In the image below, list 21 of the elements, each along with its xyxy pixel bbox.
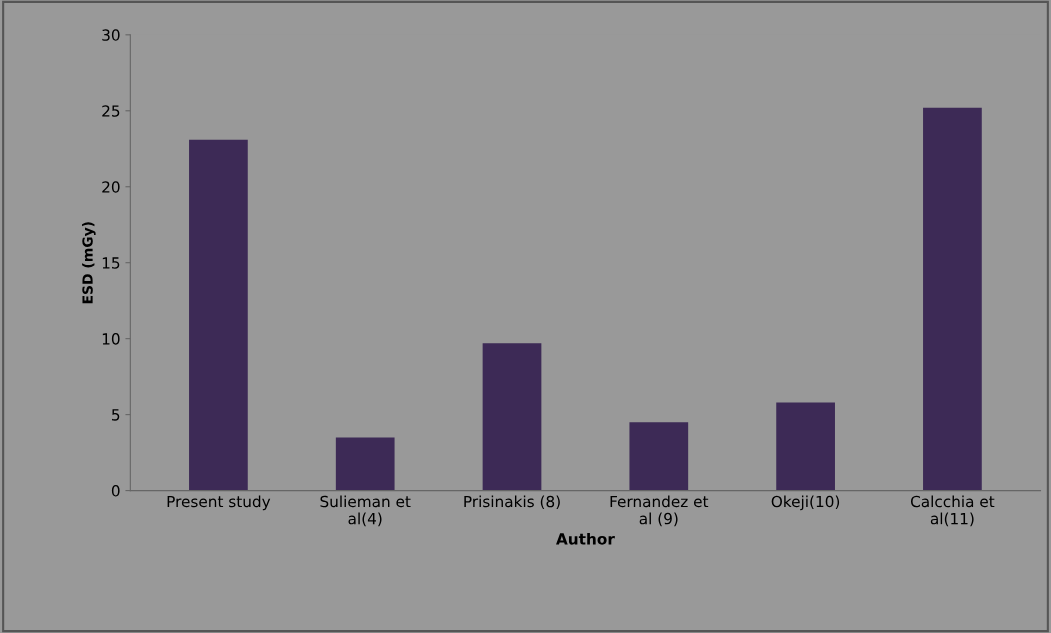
bar bbox=[923, 107, 982, 491]
x-tick-label: Fernandez et al (9) bbox=[610, 495, 709, 527]
x-tick-label: Prisinakis (8) bbox=[464, 495, 560, 510]
x-tick-label: Calcchia et al(11) bbox=[910, 495, 995, 527]
y-tick-label: 0 bbox=[111, 485, 120, 497]
y-tick-label: 15 bbox=[102, 257, 120, 269]
y-tick-label: 20 bbox=[102, 181, 120, 193]
x-axis-title: Author bbox=[556, 532, 615, 545]
y-tick-label: 25 bbox=[102, 105, 120, 117]
bar bbox=[335, 437, 395, 491]
y-axis-title: ESD (mGy) bbox=[82, 222, 96, 304]
y-tick-label: 30 bbox=[102, 29, 120, 41]
bar bbox=[189, 139, 248, 491]
y-tick-label: 10 bbox=[102, 333, 120, 345]
x-tick-label: Present study bbox=[167, 495, 271, 511]
x-tick-label: Sulieman et al(4) bbox=[320, 495, 411, 527]
bar bbox=[629, 422, 689, 491]
y-tick-label: 5 bbox=[112, 409, 120, 421]
bar bbox=[776, 402, 835, 491]
x-tick-label: Okeji(10) bbox=[771, 495, 840, 511]
bar bbox=[482, 343, 542, 491]
